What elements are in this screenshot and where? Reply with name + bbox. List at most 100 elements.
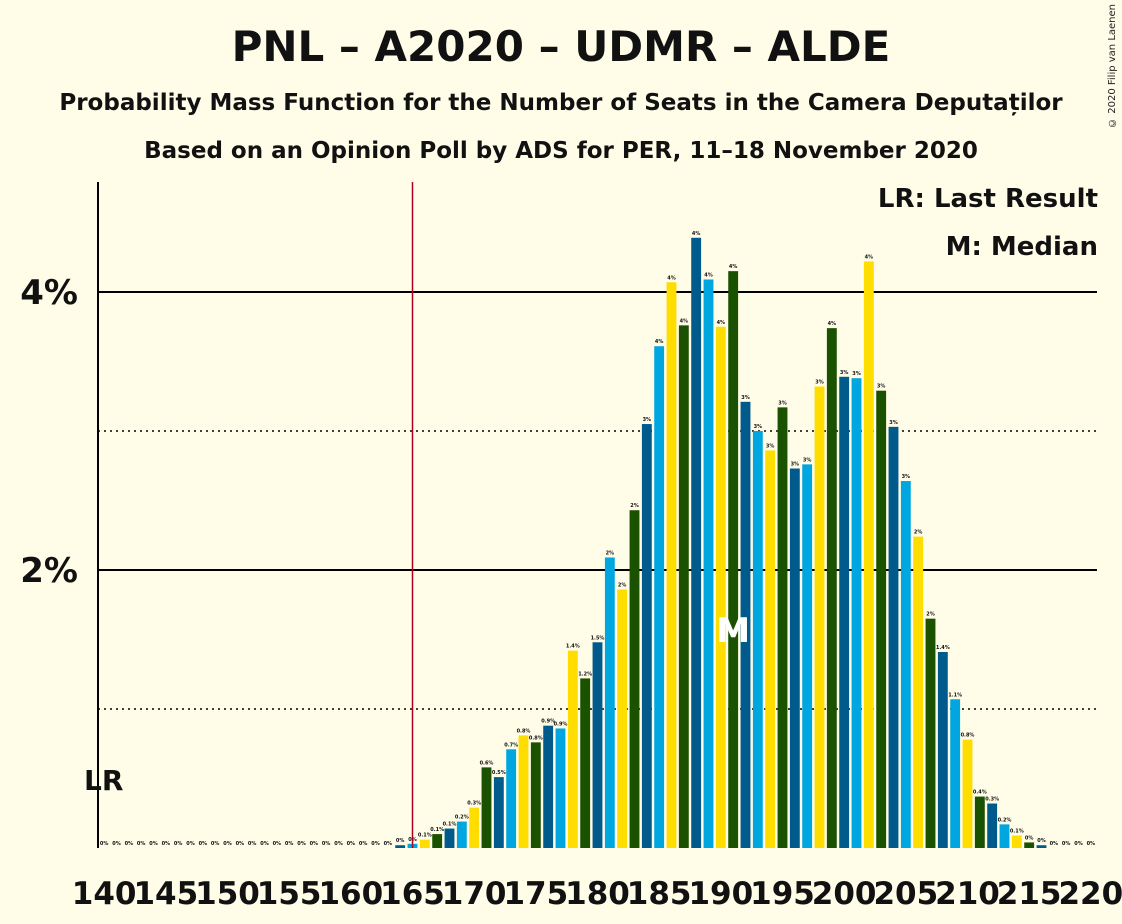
bar-value-label: 4% bbox=[729, 264, 738, 270]
bar bbox=[419, 839, 430, 848]
bar-value-label: 0% bbox=[347, 841, 356, 847]
bar-value-label: 3% bbox=[902, 474, 911, 480]
x-tick-label: 150 bbox=[195, 876, 260, 912]
bar bbox=[469, 807, 480, 848]
bar-value-label: 3% bbox=[754, 424, 763, 430]
bar bbox=[567, 650, 578, 848]
bar-value-label: 0.9% bbox=[554, 721, 568, 727]
bar-value-label: 0.2% bbox=[998, 817, 1012, 823]
bar bbox=[839, 376, 850, 848]
legend-last-result: LR: Last Result bbox=[877, 184, 1098, 214]
bar bbox=[481, 767, 492, 848]
bar-value-label: 3% bbox=[643, 417, 652, 423]
bar-value-label: 3% bbox=[766, 443, 775, 449]
bar-value-label: 0% bbox=[211, 841, 220, 847]
x-tick-label: 195 bbox=[750, 876, 815, 912]
bar-value-label: 1.2% bbox=[578, 671, 592, 677]
bar bbox=[999, 824, 1010, 848]
bar-value-label: 0.7% bbox=[504, 742, 518, 748]
bar bbox=[617, 589, 628, 848]
bar-value-label: 0% bbox=[297, 841, 306, 847]
bar bbox=[518, 735, 529, 848]
bar-value-label: 0.3% bbox=[985, 797, 999, 803]
bar bbox=[444, 828, 455, 848]
bar-value-label: 0% bbox=[137, 841, 146, 847]
bar bbox=[913, 536, 924, 848]
bar-value-label: 0% bbox=[371, 841, 380, 847]
x-tick-label: 180 bbox=[565, 876, 630, 912]
bar bbox=[802, 464, 813, 848]
chart-title: PNL – A2020 – UDMR – ALDE bbox=[231, 22, 891, 71]
x-tick-label: 190 bbox=[688, 876, 753, 912]
bar-value-label: 0% bbox=[1087, 841, 1096, 847]
bar-value-label: 0% bbox=[334, 841, 343, 847]
x-tick-label: 220 bbox=[1058, 876, 1122, 912]
bar-value-label: 2% bbox=[606, 550, 615, 556]
bar bbox=[777, 407, 788, 848]
bar bbox=[863, 261, 874, 848]
bar-value-label: 0% bbox=[223, 841, 232, 847]
bar-value-label: 0% bbox=[1037, 838, 1046, 844]
bar-value-label: 3% bbox=[741, 395, 750, 401]
bar bbox=[962, 739, 973, 848]
bar bbox=[925, 618, 936, 848]
bar-value-label: 0% bbox=[1025, 835, 1034, 841]
bar-value-label: 2% bbox=[926, 612, 935, 618]
bar-value-label: 0% bbox=[1050, 841, 1059, 847]
bar-value-label: 0% bbox=[174, 841, 183, 847]
x-tick-label: 200 bbox=[812, 876, 877, 912]
bar bbox=[1024, 842, 1035, 848]
bar bbox=[789, 468, 800, 848]
x-tick-label: 165 bbox=[380, 876, 445, 912]
bar bbox=[641, 424, 652, 848]
bar-value-label: 0.2% bbox=[455, 815, 469, 821]
x-tick-label: 140 bbox=[72, 876, 137, 912]
bar bbox=[530, 742, 541, 848]
bar bbox=[728, 271, 739, 848]
bar bbox=[740, 401, 751, 848]
bar-value-label: 0.8% bbox=[517, 728, 531, 734]
chart-subtitle-1: Probability Mass Function for the Number… bbox=[59, 90, 1063, 116]
bar bbox=[703, 279, 714, 848]
x-tick-label: 160 bbox=[318, 876, 383, 912]
bar-value-label: 0% bbox=[186, 841, 195, 847]
bar-value-label: 4% bbox=[704, 272, 713, 278]
bar-value-label: 0.9% bbox=[541, 719, 555, 725]
bar bbox=[555, 728, 566, 848]
bar-value-label: 0.1% bbox=[430, 827, 444, 833]
x-tick-label: 210 bbox=[935, 876, 1000, 912]
bar bbox=[987, 803, 998, 848]
bar bbox=[715, 326, 726, 848]
bar-value-label: 0.8% bbox=[529, 735, 543, 741]
bar-value-label: 0% bbox=[112, 841, 121, 847]
bar bbox=[666, 282, 677, 848]
x-tick-label: 170 bbox=[442, 876, 507, 912]
bar bbox=[678, 325, 689, 848]
bar bbox=[974, 796, 985, 848]
bar bbox=[752, 431, 763, 848]
bar bbox=[506, 749, 517, 848]
bar-value-label: 4% bbox=[692, 231, 701, 237]
bar bbox=[826, 328, 837, 848]
bar bbox=[592, 642, 603, 848]
bar bbox=[814, 386, 825, 848]
bar-value-label: 0.1% bbox=[1010, 828, 1024, 834]
bar-value-label: 2% bbox=[630, 503, 639, 509]
bar-value-label: 3% bbox=[803, 457, 812, 463]
bar-value-label: 3% bbox=[840, 370, 849, 376]
bar bbox=[876, 390, 887, 848]
bar bbox=[543, 725, 554, 848]
bar bbox=[629, 510, 640, 848]
bar bbox=[432, 834, 443, 848]
bar-value-label: 0.1% bbox=[418, 833, 432, 839]
bar-value-label: 0% bbox=[359, 841, 368, 847]
bar-value-label: 0% bbox=[310, 841, 319, 847]
bar-value-label: 4% bbox=[667, 275, 676, 281]
bar bbox=[604, 557, 615, 848]
bar bbox=[765, 450, 776, 848]
bar-value-label: 3% bbox=[852, 371, 861, 377]
bar bbox=[456, 821, 467, 848]
bar-value-label: 1.4% bbox=[566, 644, 580, 650]
bar-value-label: 0% bbox=[273, 841, 282, 847]
median-marker: M bbox=[716, 611, 750, 651]
